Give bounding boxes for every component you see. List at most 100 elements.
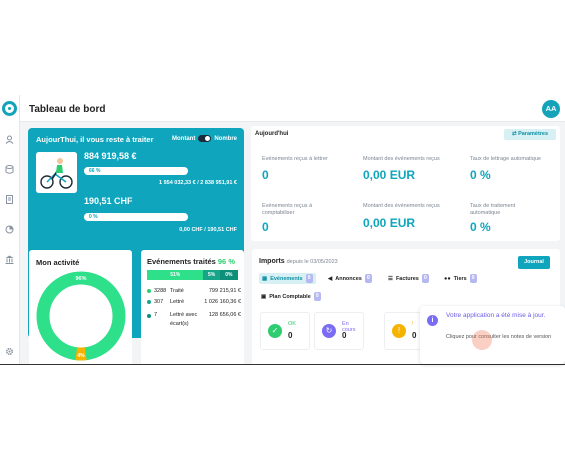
status-label: OK <box>288 321 296 327</box>
tab-evenements[interactable]: ▦ Evénements 0 <box>259 273 316 284</box>
stat-label: Montant des événements reçus <box>363 156 440 162</box>
eur-progress-label: 66 % <box>89 168 101 174</box>
events-amount: 128 656,06 € <box>208 312 241 318</box>
tab-count: 0 <box>313 292 321 301</box>
status-card-in-progress[interactable]: ↻ En cours 0 <box>314 312 364 350</box>
tab-tiers[interactable]: ●● Tiers 0 <box>444 273 477 284</box>
document-icon[interactable] <box>5 195 14 204</box>
app-window: Tableau de bord AA AujourThui, il vous r… <box>0 95 565 365</box>
activity-title: Mon activité <box>36 258 80 267</box>
legend-dot <box>147 288 151 293</box>
notification-body: Cliquez pour consulter les notes de vers… <box>446 334 552 340</box>
notification-title: Votre application a été mise à jour. <box>446 312 546 319</box>
building-icon: ▣ <box>261 293 267 300</box>
chf-ratio: 0,00 CHF / 190,51 CHF <box>179 227 237 233</box>
chart-icon[interactable] <box>5 225 14 234</box>
stat-label: Taux de lettrage automatique <box>470 156 541 162</box>
stat-card: Evénements reçus à comptabiliser 0 <box>255 196 347 238</box>
stat-label: Montant des événements reçus <box>363 203 440 209</box>
events-seg-3: 0% <box>219 270 238 280</box>
donut-green-segment <box>36 271 126 361</box>
events-label: Lettré <box>170 298 185 305</box>
app-logo[interactable] <box>2 101 17 116</box>
eur-amount: 884 919,58 € <box>84 151 137 161</box>
invoice-icon: ☰ <box>388 275 393 282</box>
events-card: Evénements traités 96 % 51% 5% 0% 3288 T… <box>141 250 244 364</box>
events-title-pct: 96 % <box>217 257 235 266</box>
stat-card: Taux de traitement automatique 0 % <box>463 196 557 238</box>
stat-label: Evénements reçus à comptabiliser <box>262 203 313 216</box>
stat-label: Taux de traitement automatique <box>470 203 516 216</box>
eur-progress-fill <box>84 167 153 175</box>
warning-icon: ! <box>392 324 406 338</box>
update-notification[interactable]: i Votre application a été mise à jour. C… <box>420 306 565 364</box>
megaphone-icon: ◀ <box>328 275 333 282</box>
stat-value: 0,00 EUR <box>363 216 416 230</box>
stat-value: 0 <box>262 168 269 182</box>
user-icon[interactable] <box>5 135 14 144</box>
stat-card: Evénements reçus à lettrer 0 <box>255 149 347 189</box>
events-amount: 1 026 160,36 € <box>204 298 241 305</box>
tab-factures[interactable]: ☰ Factures 0 <box>388 273 429 284</box>
chf-progress-label: 0 % <box>89 214 98 220</box>
events-label: Traité <box>170 287 184 294</box>
tab-label: Tiers <box>453 275 467 282</box>
events-seg-1: 51% <box>147 270 204 280</box>
events-stacked-bar: 51% 5% 0% <box>147 270 238 280</box>
params-label: Paramètres <box>518 131 549 137</box>
tab-label: Plan Comptable <box>269 293 311 300</box>
events-row: 307 Lettré 1 026 160,36 € <box>147 296 241 307</box>
events-title-text: Evénements traités <box>147 257 216 266</box>
status-value: 0 <box>288 331 293 340</box>
bank-icon[interactable] <box>5 255 14 264</box>
journal-button[interactable]: Journal <box>518 256 550 269</box>
info-icon: i <box>427 315 438 326</box>
stat-card: Taux de lettrage automatique 0 % <box>463 149 557 189</box>
amount-count-toggle[interactable]: Montant Nombre <box>172 135 237 142</box>
events-row: 3288 Traité 799 215,91 € <box>147 285 241 296</box>
tab-annonces[interactable]: ◀ Annonces 0 <box>328 273 372 284</box>
stat-value: 0 <box>262 220 269 234</box>
imports-subtitle: depuis le 03/05/2023 <box>286 259 338 265</box>
toggle-switch[interactable] <box>198 135 212 142</box>
status-card-ok[interactable]: ✓ OK 0 <box>260 312 310 350</box>
toggle-right-label: Nombre <box>214 135 237 142</box>
tab-label: Evénements <box>270 275 303 282</box>
gear-icon[interactable] <box>5 347 14 356</box>
stat-label: Evénements reçus à lettrer <box>262 156 328 162</box>
database-icon[interactable] <box>5 165 14 174</box>
page-title: Tableau de bord <box>29 104 106 115</box>
check-icon: ✓ <box>268 324 282 338</box>
tab-count: 0 <box>364 274 372 283</box>
events-row: 7 Lettré avec écart(s) 128 656,06 € <box>147 311 241 329</box>
donut-yellow-label: 4% <box>77 353 85 359</box>
cyclist-illustration <box>36 152 77 193</box>
donut-green-label: 96% <box>75 276 86 282</box>
calendar-icon: ▦ <box>262 275 268 282</box>
params-button[interactable]: ⇄ Paramètres <box>504 129 556 140</box>
imports-header: Imports depuis le 03/05/2023 <box>259 258 338 265</box>
chf-progress-bar: 0 % <box>84 213 188 221</box>
events-title: Evénements traités 96 % <box>147 257 235 266</box>
tab-plan-comptable[interactable]: ▣ Plan Comptable 0 <box>261 291 321 302</box>
tab-label: Annonces <box>335 275 362 282</box>
tab-count: 0 <box>305 274 313 283</box>
tab-count: 0 <box>469 274 477 283</box>
status-value: 0 <box>342 331 347 340</box>
activity-donut: 96% 4% <box>36 271 126 361</box>
tab-label: Factures <box>395 275 419 282</box>
stat-value: 0,00 EUR <box>363 168 416 182</box>
stat-value: 0 % <box>470 168 491 182</box>
status-label: En cours <box>342 321 356 333</box>
events-label: Lettré avec écart(s) <box>170 312 198 327</box>
stat-card: Montant des événements reçus 0,00 EUR <box>356 196 455 238</box>
status-label: ! <box>412 321 414 327</box>
legend-dot <box>147 314 151 318</box>
avatar[interactable]: AA <box>542 100 560 118</box>
legend-dot <box>147 299 151 304</box>
people-icon: ●● <box>444 275 451 282</box>
todo-title: AujourThui, il vous reste à traiter <box>36 135 154 144</box>
eur-progress-bar: 66 % <box>84 167 188 175</box>
events-seg-2: 5% <box>203 270 220 280</box>
topbar: Tableau de bord AA <box>20 95 565 122</box>
